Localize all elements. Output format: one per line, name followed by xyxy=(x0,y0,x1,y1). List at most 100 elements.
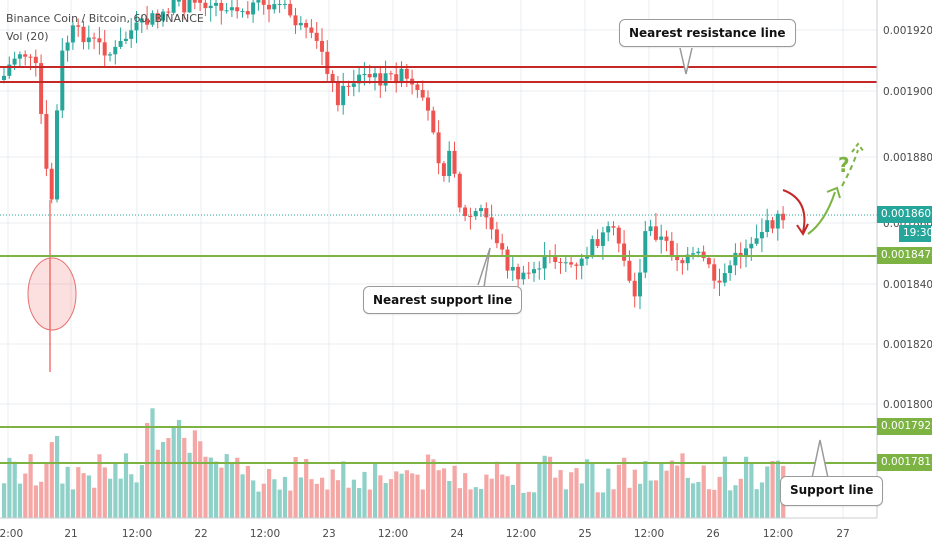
volume-bar xyxy=(240,474,245,518)
candle-body xyxy=(367,74,372,78)
candle-body xyxy=(76,25,81,27)
volume-bar xyxy=(473,487,478,518)
candle-body xyxy=(224,10,229,12)
volume-bar xyxy=(717,476,722,518)
candle-body xyxy=(563,262,568,264)
candle-body xyxy=(23,54,28,57)
volume-bar xyxy=(616,464,621,518)
volume-bar xyxy=(632,469,637,518)
volume-bar xyxy=(590,463,595,518)
volume-bar xyxy=(691,483,696,518)
volume-bar xyxy=(362,471,367,518)
candle-body xyxy=(653,226,658,240)
volume-bar xyxy=(65,466,70,518)
candle-body xyxy=(134,22,139,31)
candle-body xyxy=(108,54,112,56)
candle-body xyxy=(55,110,59,200)
candle-body xyxy=(638,272,642,297)
volume-bar xyxy=(261,483,266,518)
volume-bar xyxy=(510,484,515,518)
candle-body xyxy=(70,25,75,43)
resistance-callout[interactable]: Nearest resistance line xyxy=(619,19,796,47)
candle-body xyxy=(251,2,256,15)
volume-bar xyxy=(208,457,213,518)
candle-body xyxy=(7,64,12,76)
candle-body xyxy=(441,163,446,177)
volume-bar xyxy=(611,489,616,518)
candle-body xyxy=(696,251,701,254)
volume-bar xyxy=(102,467,107,518)
support-callout[interactable]: Nearest support line xyxy=(363,286,523,314)
volume-bar xyxy=(335,480,341,518)
volume-bar xyxy=(267,469,272,518)
candle-body xyxy=(452,150,457,174)
candle-body xyxy=(484,208,489,218)
volume-bar xyxy=(595,492,600,518)
candle-body xyxy=(526,272,531,274)
volume-bar xyxy=(288,490,293,518)
candle-body xyxy=(754,238,759,244)
time-tick-label: 22 xyxy=(194,528,207,540)
candle-body xyxy=(542,255,547,269)
candle-body xyxy=(685,254,690,264)
candle-body xyxy=(516,266,521,280)
candle-body xyxy=(712,264,717,281)
candle-body xyxy=(182,0,187,13)
volume-bar xyxy=(7,457,12,518)
candle-body xyxy=(781,213,786,221)
volume-bar xyxy=(282,476,288,518)
chart-legend: Binance Coin / Bitcoin, 60, BINANCE Vol … xyxy=(6,10,204,46)
volume-bar xyxy=(309,479,314,518)
volume-bar xyxy=(86,475,91,518)
volume-bar xyxy=(463,473,468,518)
volume-bar xyxy=(176,419,182,518)
candle-body xyxy=(664,236,669,241)
candle-body xyxy=(81,26,86,43)
time-tick-label: 12:00 xyxy=(763,528,793,540)
candle-body xyxy=(17,54,22,59)
candle-body xyxy=(659,236,664,240)
green-arrow-head xyxy=(826,186,841,199)
candle-body xyxy=(145,18,150,25)
candle-body xyxy=(129,30,134,39)
candle-body xyxy=(691,253,695,255)
candle-body xyxy=(436,132,441,164)
candle-body xyxy=(235,7,240,12)
volume-bar xyxy=(436,470,441,518)
volume-bar xyxy=(733,485,738,518)
candle-body xyxy=(479,208,483,212)
volume-bar xyxy=(113,463,118,518)
time-axis[interactable]: 12:00 21 12:00 22 12:00 23 12:00 24 12:00 25 12:00… xyxy=(0,528,850,540)
candle-body xyxy=(468,216,473,218)
volume-bar xyxy=(585,459,590,518)
volume-bar xyxy=(145,423,150,518)
volume-bar xyxy=(537,462,542,518)
volume-bar xyxy=(653,480,659,518)
candle-body xyxy=(585,256,589,259)
volume-bar xyxy=(219,467,224,518)
candle-body xyxy=(166,11,171,13)
time-tick-label: 12:00 xyxy=(506,528,536,540)
candle-body xyxy=(161,11,165,21)
candle-body xyxy=(97,38,102,43)
candlesticks xyxy=(2,0,786,372)
volume-bar xyxy=(479,488,484,518)
volume-bar xyxy=(245,465,250,518)
volume-support-callout[interactable]: Support line xyxy=(780,476,884,506)
candle-body xyxy=(775,213,780,229)
candle-body xyxy=(532,269,536,274)
candle-body xyxy=(494,229,499,244)
volume-bar xyxy=(373,462,378,518)
candle-body xyxy=(203,2,208,9)
candle-body xyxy=(28,56,33,58)
price-axis[interactable]: 0.00192000.00190000.00188000.00186000.00… xyxy=(883,25,932,411)
candle-body xyxy=(229,7,234,11)
candle-body xyxy=(86,37,91,43)
candle-body xyxy=(192,0,197,3)
candle-body xyxy=(12,58,17,65)
question-mark: ? xyxy=(838,153,850,177)
volume-bar xyxy=(70,489,76,518)
volume-bar xyxy=(367,489,372,518)
